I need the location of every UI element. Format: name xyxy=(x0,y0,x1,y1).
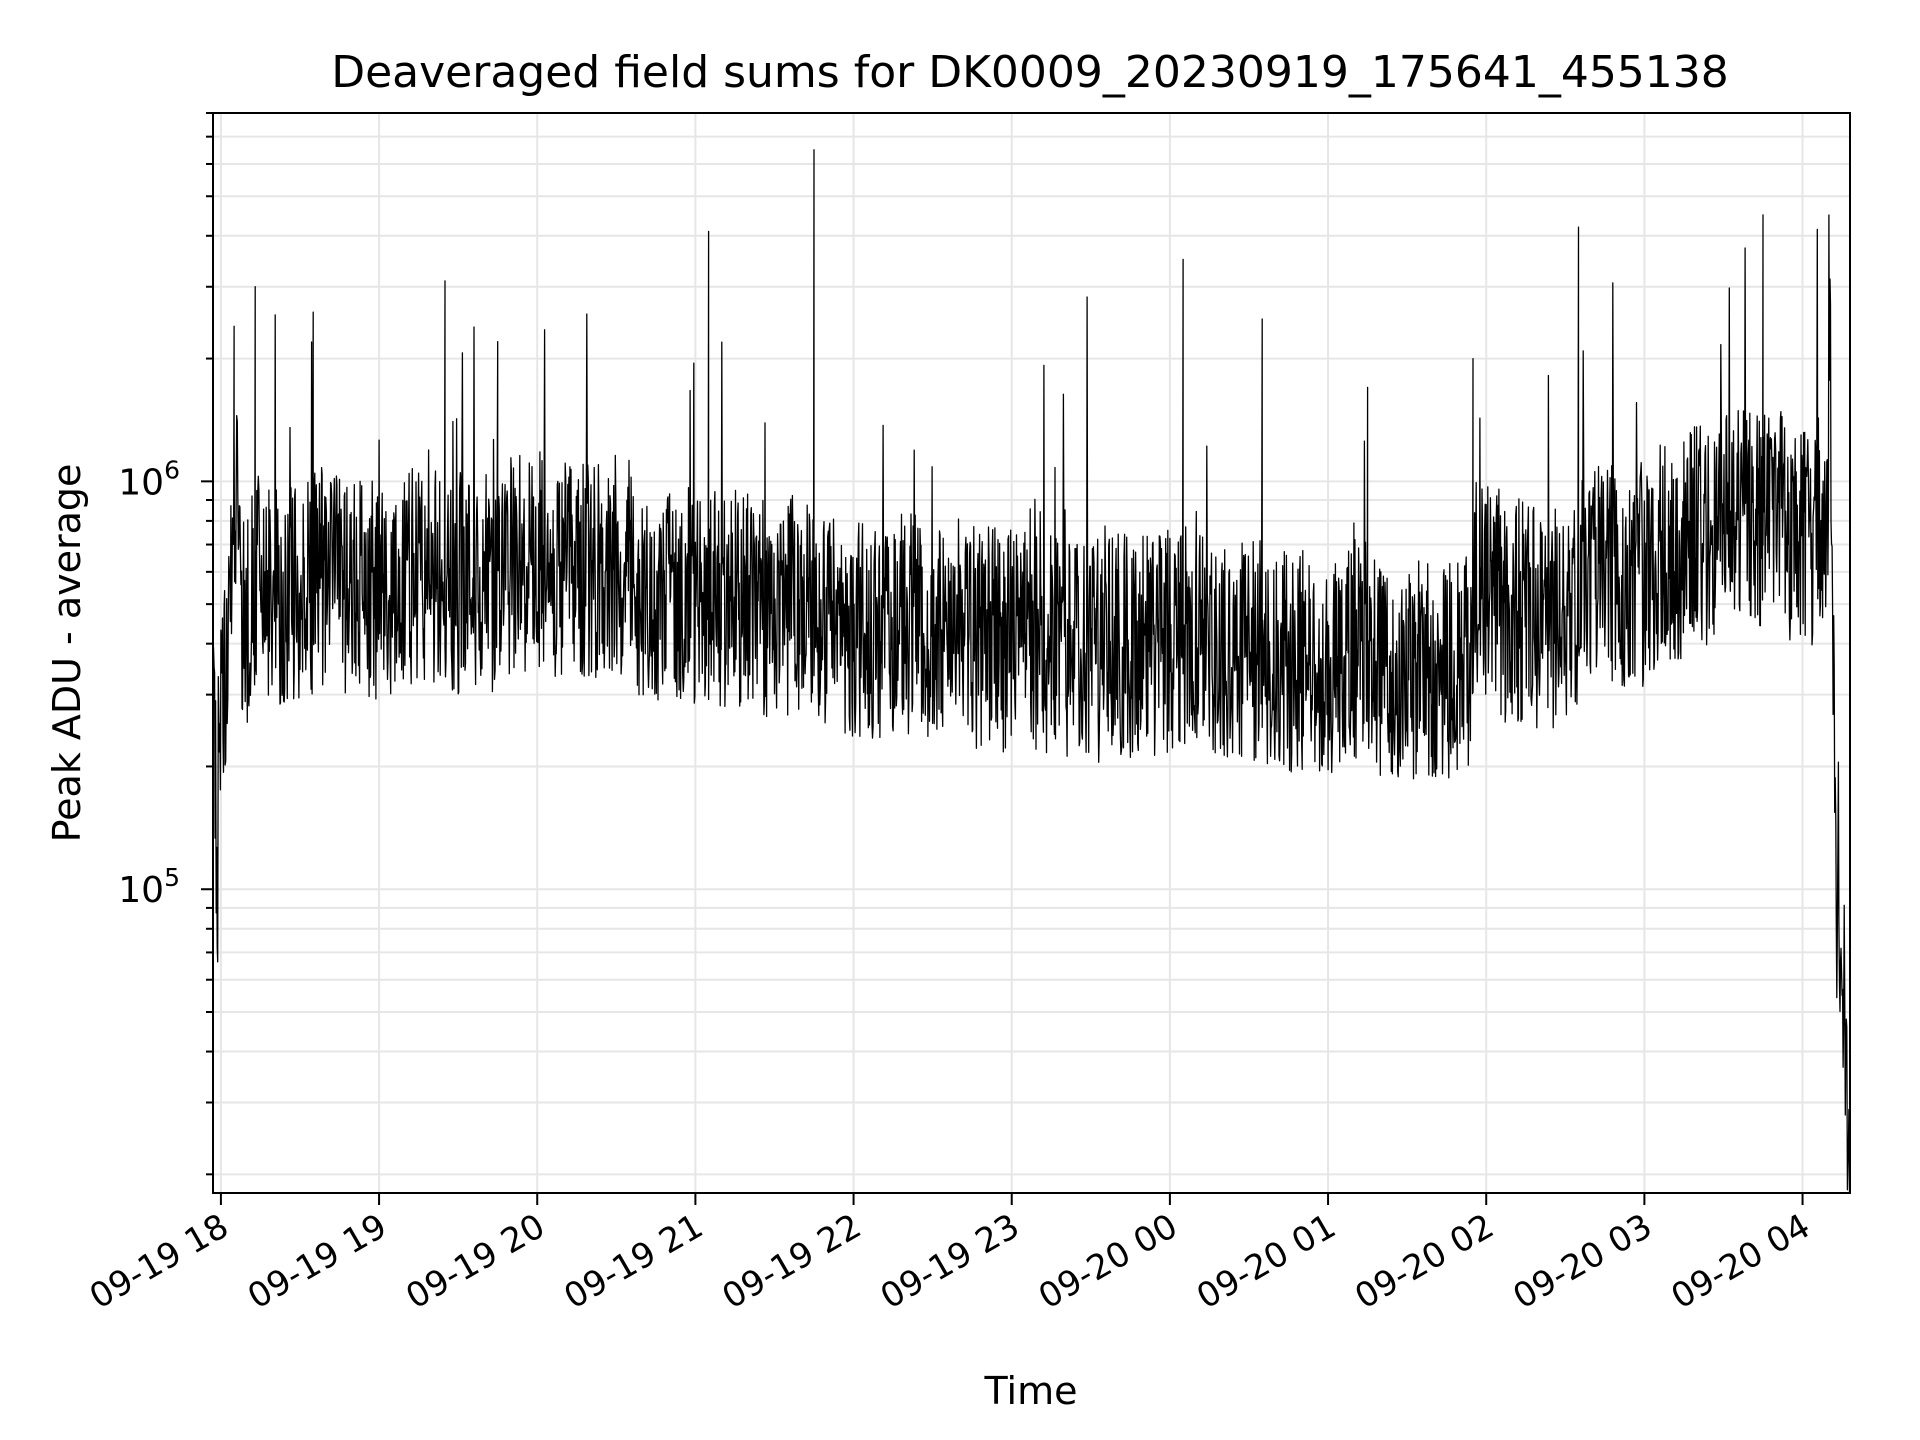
x-tick-label: 09-19 22 xyxy=(716,1206,868,1317)
x-tick-label: 09-19 18 xyxy=(83,1206,235,1317)
series-group xyxy=(212,149,1851,1194)
y-tick-label-base: 10 xyxy=(118,870,164,911)
x-tick-label: 09-19 23 xyxy=(874,1206,1026,1317)
y-tick-label: 106 xyxy=(118,455,180,503)
y-tick-label: 105 xyxy=(118,863,180,911)
y-tick-label-exponent: 6 xyxy=(164,455,180,484)
series-line xyxy=(212,149,1851,1194)
plot-frame xyxy=(212,112,1851,1194)
x-tick-label: 09-20 04 xyxy=(1665,1206,1817,1317)
x-tick-label: 09-20 02 xyxy=(1348,1206,1500,1317)
y-tick-label-exponent: 5 xyxy=(164,863,180,892)
x-tick-label: 09-20 01 xyxy=(1190,1206,1342,1317)
x-tick-label: 09-19 21 xyxy=(558,1206,710,1317)
x-tick-label: 09-20 00 xyxy=(1032,1206,1184,1317)
x-axis: 09-19 18 09-19 19 09-19 20 09-19 21 09-19 22… xyxy=(83,1193,1817,1317)
x-axis-label: Time xyxy=(984,1369,1078,1413)
x-tick-label: 09-19 19 xyxy=(241,1206,393,1317)
x-tick-label: 09-20 03 xyxy=(1506,1206,1658,1317)
chart-title: Deaveraged field sums for DK0009_2023091… xyxy=(331,47,1729,98)
x-tick-label: 09-19 20 xyxy=(399,1206,551,1317)
y-tick-label-base: 10 xyxy=(118,462,164,503)
y-axis-label: Peak ADU - average xyxy=(45,464,89,843)
